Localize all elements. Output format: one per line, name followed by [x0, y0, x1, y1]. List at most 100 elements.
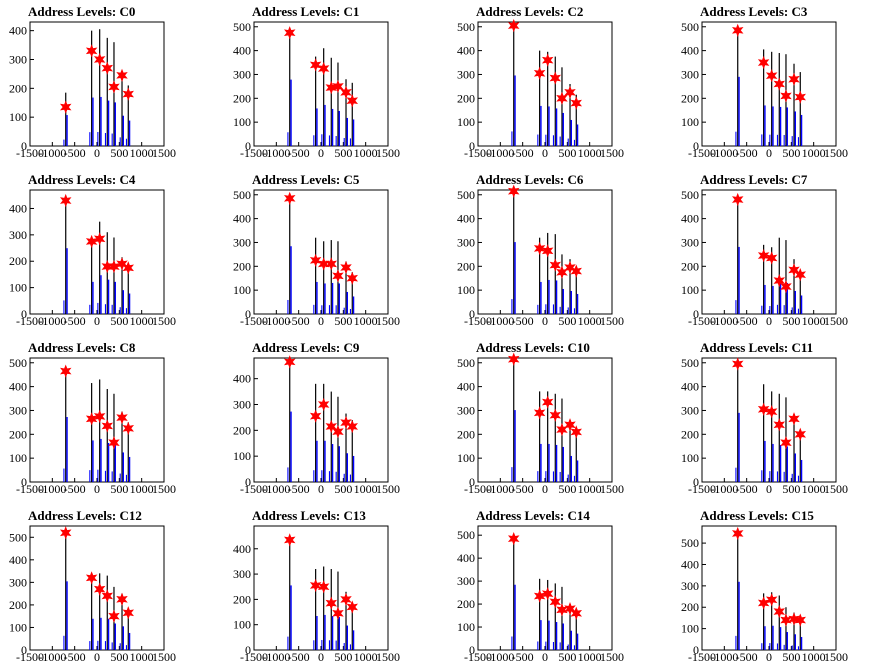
x-tick-label: -1500	[688, 146, 716, 160]
y-tick-label: 0	[469, 307, 475, 321]
x-tick-label: 1500	[376, 314, 400, 328]
star-marker	[570, 96, 583, 110]
y-tick-label: 0	[693, 139, 699, 153]
x-tick-label: 0	[766, 146, 772, 160]
star-marker	[317, 61, 330, 76]
y-tick-label: 500	[681, 356, 699, 370]
chart-panel: Address Levels: C1 0 100 200 300 400 500 -1500-…	[224, 0, 448, 168]
x-tick-label: -500	[64, 146, 86, 160]
y-tick-label: 400	[681, 44, 699, 58]
x-tick-label: 500	[558, 650, 576, 664]
plot-frame	[29, 21, 165, 147]
x-tick-label: 1500	[600, 650, 624, 664]
x-tick-label: -500	[512, 482, 534, 496]
star-marker	[59, 100, 72, 114]
chart-title: Address Levels: C2	[476, 4, 584, 19]
star-marker	[101, 589, 114, 603]
y-tick-label: 400	[9, 380, 27, 394]
y-tick-label: 400	[9, 24, 27, 38]
x-tick-label: -500	[736, 650, 758, 664]
x-tick-label: -1500	[240, 650, 268, 664]
x-tick-label: -1000	[710, 314, 738, 328]
y-tick-label: 200	[9, 254, 27, 268]
star-marker	[116, 257, 128, 271]
star-marker	[731, 357, 744, 371]
star-marker	[340, 260, 352, 275]
x-tick-label: 1000	[578, 146, 602, 160]
x-tick-label: 0	[94, 314, 100, 328]
y-tick-label: 300	[457, 574, 475, 588]
chart-title: Address Levels: C8	[28, 340, 136, 355]
x-tick-label: -1500	[464, 146, 492, 160]
plot-frame	[477, 21, 613, 147]
x-tick-label: -1000	[710, 146, 738, 160]
y-tick-label: 400	[681, 380, 699, 394]
x-tick-label: 0	[766, 314, 772, 328]
star-marker	[108, 609, 120, 623]
x-tick-label: -500	[736, 482, 758, 496]
x-tick-label: 0	[94, 482, 100, 496]
star-marker	[346, 600, 359, 614]
x-tick-label: -1500	[464, 650, 492, 664]
star-marker	[93, 409, 106, 424]
star-marker	[507, 18, 520, 33]
y-tick-label: 500	[681, 20, 699, 34]
y-tick-label: 300	[9, 52, 27, 66]
star-marker	[556, 422, 568, 437]
star-marker	[794, 613, 807, 627]
star-marker	[570, 606, 583, 620]
y-tick-label: 200	[457, 597, 475, 611]
x-tick-label: -500	[64, 482, 86, 496]
star-marker	[101, 419, 114, 433]
star-marker	[101, 259, 114, 274]
y-tick-label: 500	[681, 536, 699, 550]
x-tick-label: 500	[110, 482, 128, 496]
star-marker	[283, 355, 296, 369]
star-marker	[549, 71, 562, 85]
y-tick-label: 300	[233, 567, 251, 581]
y-tick-label: 500	[9, 530, 27, 544]
star-marker	[325, 596, 338, 610]
chart-panel: Address Levels: C8 0 100 200 300 400 500 -1500-…	[0, 336, 224, 504]
star-marker	[541, 53, 554, 67]
chart-panel: Address Levels: C0 0 100 200 300 400 -1500 -100…	[0, 0, 224, 168]
y-tick-label: 300	[681, 579, 699, 593]
star-marker	[346, 94, 359, 108]
star-marker	[283, 26, 296, 40]
star-marker	[340, 85, 352, 99]
chart-title: Address Levels: C10	[476, 340, 590, 355]
x-tick-label: 500	[782, 146, 800, 160]
chart-title: Address Levels: C4	[28, 172, 136, 187]
star-marker	[564, 85, 576, 99]
star-marker	[122, 606, 135, 620]
star-marker	[731, 192, 744, 207]
star-marker	[346, 271, 359, 285]
y-tick-label: 300	[681, 235, 699, 249]
star-marker	[101, 61, 114, 75]
x-tick-label: -1000	[486, 482, 514, 496]
y-tick-label: 100	[681, 115, 699, 129]
star-marker	[549, 595, 562, 609]
chart-title: Address Levels: C13	[252, 508, 366, 523]
star-marker	[788, 263, 800, 277]
chart-title: Address Levels: C9	[252, 340, 360, 355]
x-tick-label: -1000	[710, 650, 738, 664]
star-marker	[564, 418, 576, 432]
y-tick-label: 200	[457, 91, 475, 105]
star-marker	[541, 587, 554, 601]
x-tick-label: -500	[288, 650, 310, 664]
star-marker	[731, 526, 744, 541]
x-tick-label: -1000	[486, 314, 514, 328]
x-tick-label: 1000	[578, 482, 602, 496]
y-tick-label: 100	[233, 115, 251, 129]
plot-frame	[701, 525, 837, 651]
x-tick-label: 0	[542, 314, 548, 328]
x-tick-label: -1000	[262, 650, 290, 664]
plot-frame	[477, 525, 613, 651]
y-tick-label: 200	[681, 600, 699, 614]
star-marker	[346, 419, 359, 434]
